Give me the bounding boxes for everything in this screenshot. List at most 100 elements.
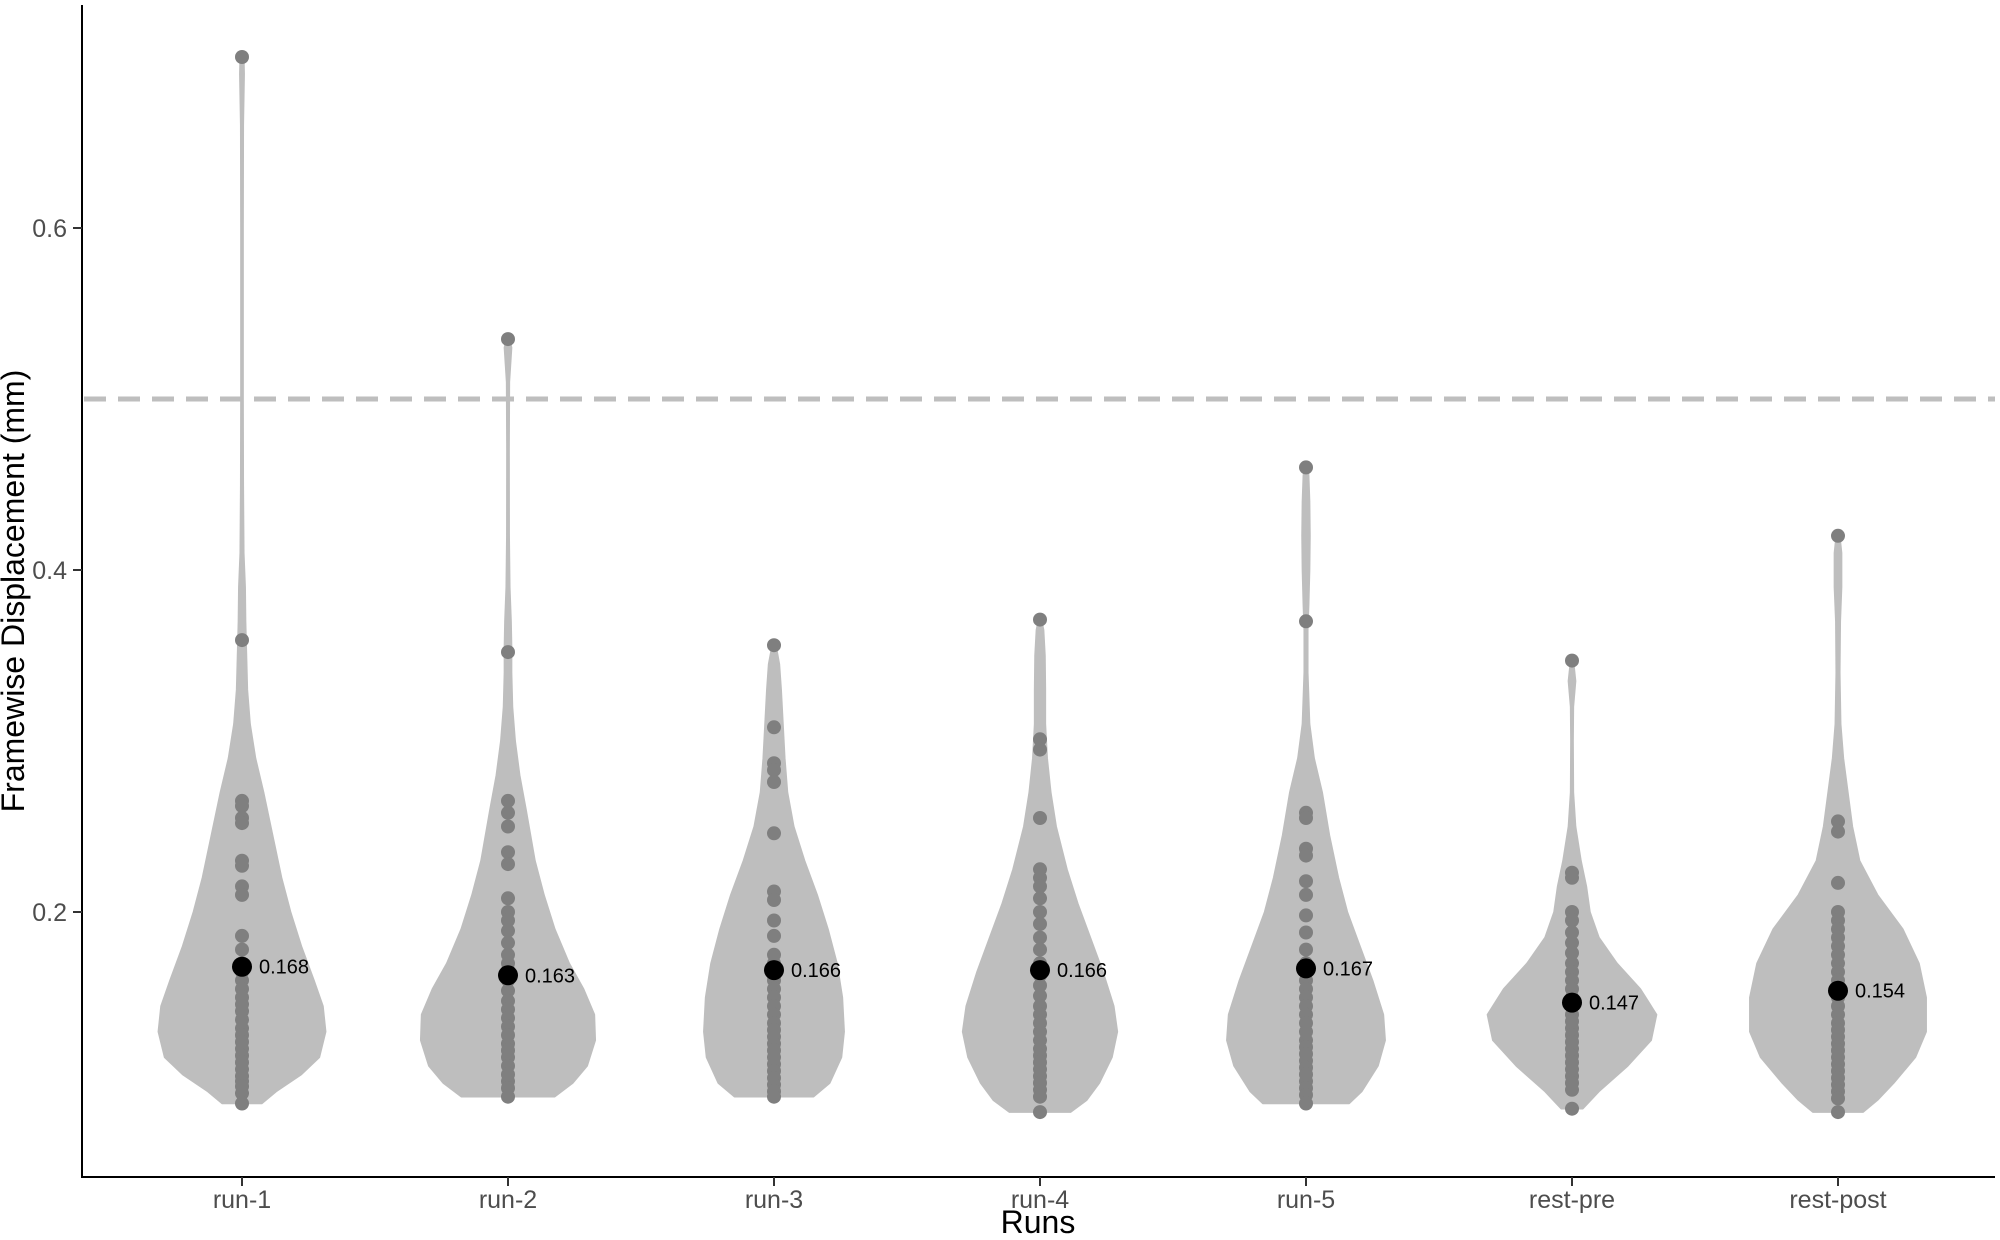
- y-tick-label: 0.2: [32, 899, 67, 927]
- data-point: [1033, 879, 1047, 894]
- data-point: [767, 928, 781, 943]
- data-point: [501, 923, 515, 938]
- data-point: [767, 763, 781, 778]
- mean-marker-rest-pre: [1562, 992, 1582, 1013]
- y-axis-title: Framewise Displacement (mm): [0, 370, 31, 813]
- data-point: [767, 893, 781, 907]
- data-point: [1299, 848, 1313, 863]
- data-point: [1033, 942, 1047, 957]
- x-tick-label: rest-post: [1789, 1186, 1886, 1214]
- x-tick-label: run-5: [1277, 1186, 1335, 1214]
- mean-label-run-5: 0.167: [1323, 958, 1373, 980]
- data-point: [1033, 988, 1047, 1003]
- data-point: [235, 633, 249, 648]
- data-point: [501, 332, 515, 347]
- x-tick-label: run-3: [745, 1186, 803, 1214]
- data-point: [1831, 824, 1845, 839]
- y-tick-label: 0.6: [32, 215, 67, 243]
- mean-label-rest-pre: 0.147: [1589, 993, 1639, 1015]
- data-point: [1299, 874, 1313, 889]
- data-point: [1565, 653, 1579, 668]
- mean-marker-run-5: [1296, 958, 1316, 979]
- data-point: [1299, 1096, 1313, 1111]
- data-point: [501, 793, 515, 808]
- data-point: [1033, 811, 1047, 825]
- data-point: [235, 858, 249, 873]
- data-point: [235, 816, 249, 831]
- mean-marker-rest-post: [1828, 980, 1848, 1001]
- mean-label-run-2: 0.163: [525, 965, 575, 987]
- data-point: [1831, 875, 1845, 890]
- data-point: [501, 845, 515, 860]
- data-point: [767, 826, 781, 841]
- data-point: [767, 720, 781, 735]
- mean-marker-run-4: [1030, 960, 1050, 981]
- mean-marker-run-3: [764, 960, 784, 981]
- data-point: [1033, 905, 1047, 919]
- data-point: [1033, 978, 1047, 993]
- data-point: [1033, 1105, 1047, 1120]
- data-point: [501, 891, 515, 906]
- data-point: [1033, 612, 1047, 627]
- x-tick-label: rest-pre: [1529, 1186, 1615, 1214]
- data-point: [1565, 946, 1579, 960]
- data-point: [1033, 917, 1047, 931]
- data-point: [767, 638, 781, 653]
- data-point: [1831, 528, 1845, 543]
- data-point: [1565, 1101, 1579, 1116]
- axes-layer: [81, 5, 1995, 1178]
- data-point: [767, 775, 781, 789]
- data-point: [1299, 942, 1313, 957]
- x-tick-label: run-2: [479, 1186, 537, 1214]
- data-point: [235, 942, 249, 957]
- data-point: [1831, 814, 1845, 829]
- data-point: [501, 645, 515, 660]
- mean-marker-run-1: [232, 956, 252, 977]
- mean-label-rest-post: 0.154: [1855, 981, 1905, 1003]
- data-point: [1565, 1082, 1579, 1097]
- data-point: [1033, 1089, 1047, 1104]
- data-point: [767, 913, 781, 928]
- data-point: [1565, 935, 1579, 950]
- x-axis-title: Runs: [1001, 1204, 1076, 1240]
- y-tick-label: 0.4: [32, 557, 67, 585]
- data-point: [501, 935, 515, 950]
- data-point: [1299, 811, 1313, 825]
- data-point: [1299, 887, 1313, 902]
- x-tick-label: run-4: [1011, 1186, 1069, 1214]
- data-point: [1299, 908, 1313, 923]
- mean-label-run-1: 0.168: [259, 957, 309, 979]
- data-point: [501, 805, 515, 820]
- data-point: [1033, 930, 1047, 945]
- data-point: [1033, 732, 1047, 747]
- data-point: [235, 1086, 249, 1101]
- data-point: [1831, 1091, 1845, 1106]
- mean-label-run-4: 0.166: [1057, 960, 1107, 982]
- data-point: [501, 913, 515, 928]
- mean-label-run-3: 0.166: [791, 960, 841, 982]
- data-point: [1033, 891, 1047, 906]
- x-tick-label: run-1: [213, 1186, 271, 1214]
- data-point: [235, 928, 249, 943]
- mean-marker-run-2: [498, 965, 518, 986]
- data-point: [1565, 925, 1579, 940]
- tick-layer: run-1 run-2 run-3 run-4 run-5 rest-pre rest-po…: [32, 215, 1886, 1214]
- data-point: [235, 887, 249, 902]
- data-point: [501, 983, 515, 998]
- data-point: [1565, 913, 1579, 928]
- mean-layer: 0.168 0.163 0.166 0.166 0.167 0.147 0.154: [232, 956, 1905, 1015]
- data-point: [1299, 614, 1313, 629]
- data-point: [1033, 742, 1047, 757]
- data-point: [501, 1089, 515, 1104]
- data-point: [1831, 1105, 1845, 1120]
- data-point: [501, 819, 515, 834]
- data-point: [1299, 925, 1313, 940]
- data-point: [235, 799, 249, 813]
- data-point: [1565, 870, 1579, 885]
- data-point: [767, 1089, 781, 1104]
- data-point: [235, 1096, 249, 1111]
- data-point: [501, 857, 515, 872]
- data-point: [1299, 460, 1313, 475]
- data-point: [235, 50, 249, 64]
